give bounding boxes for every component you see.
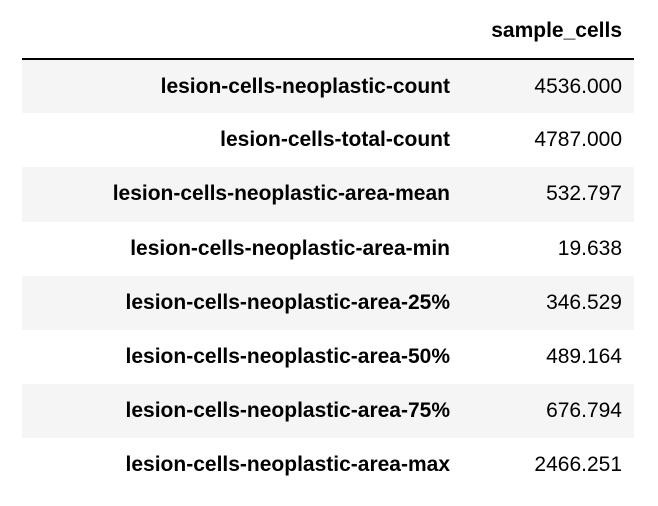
row-value: 4787.000 [534, 128, 622, 152]
header-row: sample_cells [22, 4, 634, 60]
table-row: lesion-cells-neoplastic-area-max 2466.25… [22, 438, 634, 492]
index-header-cell [22, 4, 450, 60]
table-row: lesion-cells-neoplastic-area-mean 532.79… [22, 167, 634, 222]
row-label: lesion-cells-neoplastic-area-75% [125, 399, 450, 423]
row-value: 19.638 [557, 236, 622, 260]
row-label: lesion-cells-neoplastic-area-mean [112, 182, 450, 206]
row-value: 2466.251 [534, 453, 622, 477]
dataframe-table: sample_cells lesion-cells-neoplastic-cou… [22, 4, 634, 493]
row-value: 4536.000 [534, 74, 622, 98]
row-label: lesion-cells-neoplastic-count [160, 74, 450, 98]
table-row: lesion-cells-neoplastic-area-50% 489.164 [22, 330, 634, 384]
table-row: lesion-cells-neoplastic-count 4536.000 [22, 59, 634, 114]
table-row: lesion-cells-neoplastic-area-min 19.638 [22, 222, 634, 276]
row-value: 532.797 [546, 182, 622, 206]
row-label: lesion-cells-neoplastic-area-min [130, 236, 450, 260]
column-header-sample-cells: sample_cells [450, 4, 634, 60]
table-row: lesion-cells-neoplastic-area-25% 346.529 [22, 275, 634, 330]
table-header: sample_cells [22, 4, 634, 60]
row-value: 489.164 [546, 345, 622, 369]
row-label: lesion-cells-neoplastic-area-50% [125, 345, 450, 369]
row-label: lesion-cells-neoplastic-area-max [125, 453, 450, 477]
table-row: lesion-cells-neoplastic-area-75% 676.794 [22, 384, 634, 439]
row-value: 346.529 [546, 290, 622, 314]
row-label: lesion-cells-neoplastic-area-25% [125, 290, 450, 314]
row-value: 676.794 [546, 399, 622, 423]
table-row: lesion-cells-total-count 4787.000 [22, 113, 634, 167]
table-body: lesion-cells-neoplastic-count 4536.000 l… [22, 59, 634, 493]
row-label: lesion-cells-total-count [220, 128, 450, 152]
